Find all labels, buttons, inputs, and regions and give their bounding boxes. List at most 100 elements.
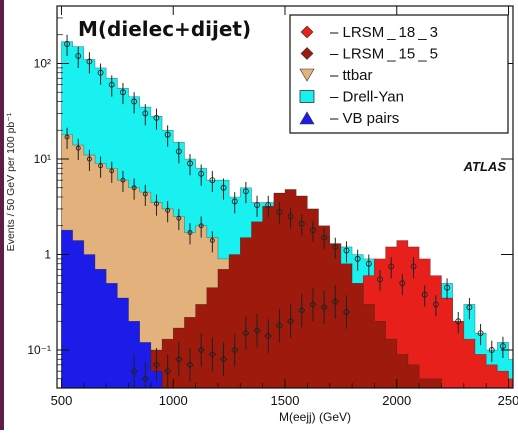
data-point — [75, 52, 82, 59]
axes: 500 1000 1500 2000 250 M(eejj) (GeV) 10⁻¹ 1 10¹ 1… — [27, 5, 518, 424]
signal-point — [264, 332, 272, 340]
ttbar-data-point — [209, 238, 215, 243]
ttbar-data-point — [120, 177, 126, 183]
legend-label: – LRSM _ 18 _ 3 — [330, 24, 438, 41]
ttbar-data-point — [165, 207, 171, 213]
ttbar-data-point — [142, 191, 148, 197]
data-point — [108, 81, 115, 88]
legend-marker — [300, 47, 314, 60]
data-point — [242, 188, 249, 195]
legend-label: – Drell-Yan — [330, 89, 404, 106]
y-tick-label: 10² — [34, 56, 51, 70]
signal-point — [208, 350, 216, 359]
data-point — [354, 255, 361, 262]
data-point — [265, 202, 272, 208]
y-tick-label: 10⁻¹ — [27, 343, 51, 357]
data-point — [220, 184, 227, 191]
ttbar-data-point — [198, 223, 204, 229]
data-point — [377, 276, 383, 283]
x-tick-label: 500 — [51, 393, 73, 408]
data-point — [421, 291, 428, 298]
data-point — [309, 227, 316, 234]
signal-point — [309, 300, 317, 309]
data-point — [287, 213, 294, 220]
ttbar-data-point — [176, 215, 182, 221]
side-bar — [0, 0, 4, 430]
data-point — [64, 41, 71, 47]
ttbar-data-point — [131, 185, 137, 191]
data-point — [198, 170, 205, 177]
signal-point — [242, 329, 250, 337]
y-axis-label: Events / 50 GeV per 100 pb⁻¹ — [5, 112, 17, 252]
legend-box — [289, 14, 509, 134]
data-point — [399, 280, 406, 287]
atlas-label: ATLAS — [463, 159, 507, 174]
data-point — [499, 343, 506, 349]
y-tick-label: 10¹ — [34, 152, 51, 166]
ttbar-data-point — [98, 163, 104, 169]
legend-marker — [299, 90, 315, 103]
signal-point — [197, 346, 205, 354]
data-point — [455, 318, 462, 325]
ttbar-data-point — [154, 201, 159, 207]
signal-point — [331, 298, 339, 306]
signal-point — [286, 317, 295, 325]
x-axis-label: M(eejj) (GeV) — [279, 410, 351, 424]
ttbar-data-point — [64, 134, 70, 140]
signal-point — [164, 367, 172, 375]
legend: – LRSM _ 18 _ 3 – LRSM _ 15 _ 5 – ttbar – D… — [289, 14, 509, 134]
data-point — [86, 58, 93, 65]
y-tick-label: 1 — [44, 247, 51, 261]
data-point — [153, 114, 160, 121]
ttbar-data-point — [75, 145, 81, 151]
data-point — [388, 263, 395, 270]
legend-label: – ttbar — [330, 67, 373, 84]
legend-label: – VB pairs — [330, 110, 399, 127]
legend-marker — [299, 68, 315, 82]
data-point — [332, 243, 339, 250]
signal-point — [141, 375, 149, 383]
x-tick-label: 2000 — [382, 393, 411, 408]
data-point — [231, 198, 238, 205]
data-point — [175, 148, 182, 155]
signal-point — [253, 326, 261, 335]
data-point — [488, 347, 495, 353]
ttbar-data-point — [86, 156, 92, 162]
legend-marker — [299, 111, 315, 125]
signal-point — [342, 308, 351, 316]
x-tick-label: 250 — [498, 393, 518, 408]
data-point — [119, 89, 126, 96]
data-point — [432, 301, 439, 308]
ttbar-data-point — [187, 230, 193, 235]
series-area-lrsm-15-5 — [105, 189, 453, 389]
signal-point — [298, 306, 306, 315]
data-point — [97, 69, 104, 76]
signal-point — [130, 367, 138, 375]
data-point — [142, 110, 149, 117]
data-point — [131, 98, 138, 105]
x-tick-label: 1500 — [271, 393, 300, 408]
signal-point — [231, 346, 239, 354]
x-tick-label: 1000 — [159, 393, 188, 408]
data-point — [466, 304, 473, 311]
signal-point — [275, 321, 284, 330]
signal-point — [152, 361, 161, 369]
data-point — [164, 131, 171, 138]
data-point — [187, 160, 193, 167]
signal-point — [175, 355, 183, 363]
data-point — [321, 234, 328, 241]
signal-point — [219, 355, 228, 363]
data-point — [444, 284, 451, 291]
data-point — [477, 330, 484, 337]
data-point — [209, 177, 216, 184]
legend-label: – LRSM _ 15 _ 5 — [330, 46, 438, 63]
data-point — [298, 220, 305, 227]
signal-point — [186, 361, 194, 369]
ttbar-data-point — [109, 168, 115, 174]
data-point — [254, 202, 261, 208]
data-points — [64, 34, 506, 388]
chart-title: M(dielec+dijet) — [78, 17, 252, 41]
data-point — [410, 263, 417, 270]
